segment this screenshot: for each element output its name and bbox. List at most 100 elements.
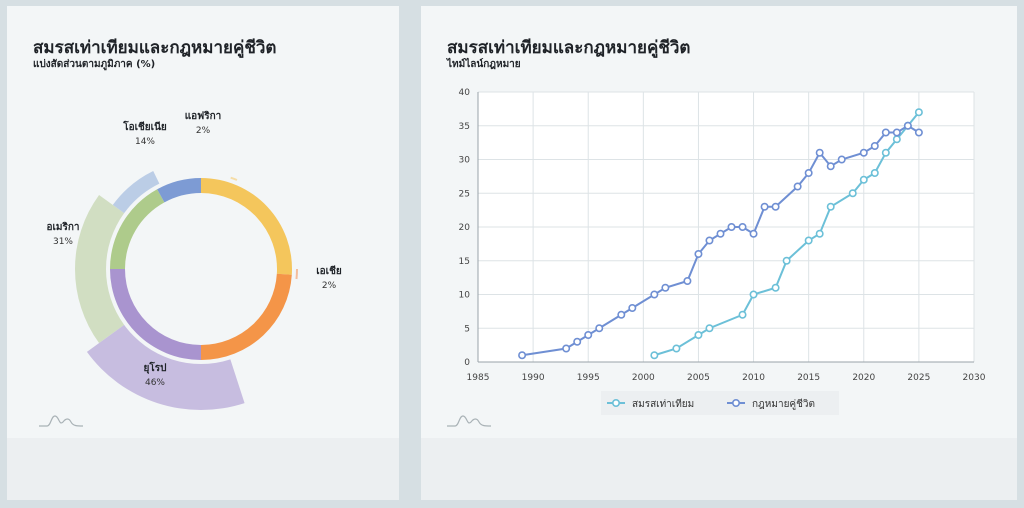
data-point bbox=[870, 142, 879, 151]
data-point bbox=[914, 108, 923, 117]
data-point bbox=[881, 148, 890, 157]
legend-box bbox=[601, 391, 839, 415]
data-point bbox=[859, 175, 868, 184]
donut-chart-subtitle: แบ่งสัดส่วนตามภูมิภาค (%) bbox=[33, 59, 156, 70]
data-point bbox=[749, 229, 758, 238]
donut-radial-bar bbox=[86, 324, 245, 410]
donut-ring-segment bbox=[110, 189, 165, 269]
x-tick-label: 2010 bbox=[742, 373, 765, 383]
data-point bbox=[892, 128, 901, 137]
legend-marker bbox=[612, 398, 621, 407]
y-tick-label: 20 bbox=[459, 223, 471, 233]
donut-slice-value: 31% bbox=[53, 237, 73, 247]
data-point bbox=[848, 189, 857, 198]
line-chart-title: สมรสเท่าเทียมและกฎหมายคู่ชีวิต bbox=[447, 38, 691, 58]
data-point bbox=[650, 290, 659, 299]
x-tick-label: 1990 bbox=[522, 373, 545, 383]
data-point bbox=[804, 236, 813, 245]
x-tick-label: 2025 bbox=[907, 373, 930, 383]
data-point bbox=[815, 148, 824, 157]
card-footer bbox=[7, 438, 399, 500]
data-point bbox=[716, 229, 725, 238]
donut-ring-segment bbox=[157, 178, 201, 203]
donut-slice-label: โอเชียเนีย bbox=[122, 120, 167, 133]
data-point bbox=[793, 182, 802, 191]
y-tick-label: 10 bbox=[459, 291, 471, 301]
y-tick-label: 30 bbox=[459, 156, 471, 166]
x-tick-label: 2020 bbox=[852, 373, 875, 383]
x-tick-label: 2005 bbox=[687, 373, 710, 383]
data-point bbox=[595, 324, 604, 333]
donut-ring-segment bbox=[201, 273, 292, 360]
x-tick-label: 2030 bbox=[963, 373, 986, 383]
data-point bbox=[749, 290, 758, 299]
x-tick-label: 2015 bbox=[797, 373, 820, 383]
donut-chart-title: สมรสเท่าเทียมและกฎหมายคู่ชีวิต bbox=[33, 38, 277, 58]
data-point bbox=[826, 202, 835, 211]
data-point bbox=[727, 223, 736, 232]
data-point bbox=[804, 169, 813, 178]
donut-radial-bar bbox=[75, 194, 125, 344]
data-point bbox=[870, 169, 879, 178]
data-point bbox=[738, 310, 747, 319]
data-point bbox=[617, 310, 626, 319]
data-point bbox=[903, 121, 912, 130]
x-tick-label: 1985 bbox=[467, 373, 490, 383]
donut-ring-segment bbox=[110, 269, 201, 360]
line-chart-card: สมรสเท่าเทียมและกฎหมายคู่ชีวิต ไทม์ไลน์ก… bbox=[421, 6, 1017, 500]
data-point bbox=[771, 202, 780, 211]
donut-slice-value: 2% bbox=[322, 281, 337, 291]
legend-marker bbox=[731, 398, 740, 407]
data-point bbox=[705, 324, 714, 333]
y-tick-label: 40 bbox=[459, 88, 471, 98]
data-point bbox=[694, 330, 703, 339]
y-tick-label: 35 bbox=[459, 122, 470, 132]
data-point bbox=[672, 344, 681, 353]
donut-radial-bar bbox=[295, 269, 298, 280]
y-tick-label: 5 bbox=[464, 324, 470, 334]
legend-label: สมรสเท่าเทียม bbox=[632, 398, 694, 410]
data-point bbox=[628, 303, 637, 312]
data-point bbox=[562, 344, 571, 353]
card-footer bbox=[421, 438, 1017, 500]
x-tick-label: 2000 bbox=[632, 373, 655, 383]
data-point bbox=[892, 135, 901, 144]
data-point bbox=[650, 351, 659, 360]
donut-slice-value: 46% bbox=[145, 378, 165, 388]
data-point bbox=[573, 337, 582, 346]
x-tick-label: 1995 bbox=[577, 373, 600, 383]
data-point bbox=[771, 283, 780, 292]
brand-logo-icon bbox=[447, 415, 492, 427]
data-point bbox=[881, 128, 890, 137]
y-tick-label: 25 bbox=[459, 189, 470, 199]
donut-chart: เอเชีย 2% ยุโรป 46% อเมริกา 31% โอเชียเนีย 14% แ… bbox=[46, 110, 342, 410]
line-chart: 1985 1990 1995 2000 2005 2010 2015 2020 2025 2030… bbox=[459, 88, 986, 415]
donut-radial-bar bbox=[112, 171, 160, 214]
donut-slice-label: เอเชีย bbox=[316, 265, 342, 277]
donut-slice-value: 2% bbox=[196, 126, 211, 136]
donut-radial-bar bbox=[230, 176, 238, 181]
data-point bbox=[694, 250, 703, 259]
data-point bbox=[859, 148, 868, 157]
donut-slice-label: อเมริกา bbox=[46, 221, 79, 233]
donut-slice-label: ยุโรป bbox=[144, 361, 167, 374]
line-chart-subtitle: ไทม์ไลน์กฎหมาย bbox=[447, 59, 521, 70]
data-point bbox=[661, 283, 670, 292]
brand-logo-icon bbox=[39, 415, 84, 427]
data-point bbox=[782, 256, 791, 265]
donut-slice-label: แอฟริกา bbox=[185, 110, 222, 122]
data-point bbox=[815, 229, 824, 238]
data-point bbox=[705, 236, 714, 245]
donut-slice-value: 14% bbox=[135, 137, 155, 147]
y-tick-label: 0 bbox=[464, 358, 470, 368]
donut-chart-card: สมรสเท่าเทียมและกฎหมายคู่ชีวิต แบ่งสัดส่… bbox=[7, 6, 399, 500]
y-tick-label: 15 bbox=[459, 257, 470, 267]
data-point bbox=[826, 162, 835, 171]
data-point bbox=[518, 351, 527, 360]
data-point bbox=[760, 202, 769, 211]
data-point bbox=[738, 223, 747, 232]
data-point bbox=[914, 128, 923, 137]
data-point bbox=[584, 330, 593, 339]
legend-label: กฎหมายคู่ชีวิต bbox=[752, 398, 815, 410]
data-point bbox=[683, 276, 692, 285]
